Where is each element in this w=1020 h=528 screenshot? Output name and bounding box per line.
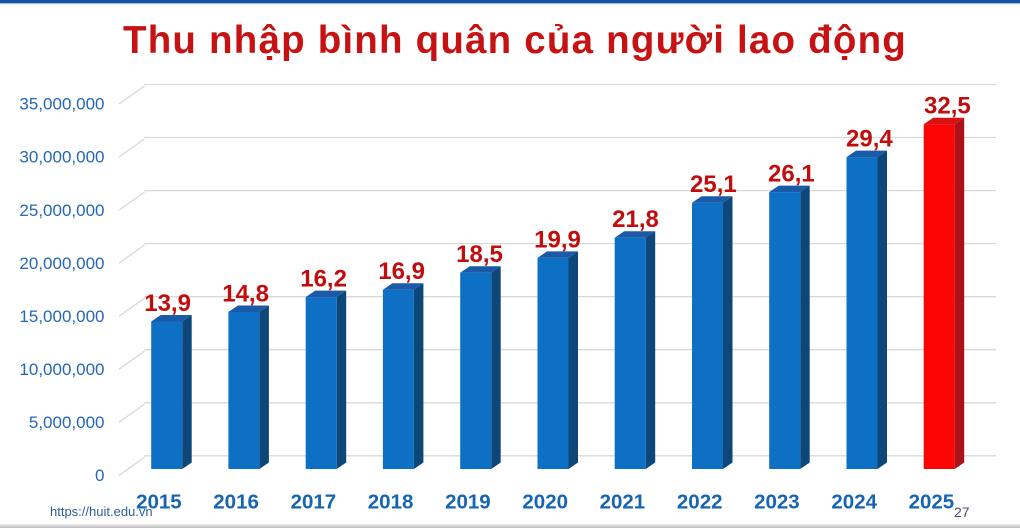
svg-text:16,9: 16,9 [378, 258, 425, 285]
svg-text:29,4: 29,4 [846, 126, 893, 153]
svg-text:18,5: 18,5 [456, 241, 503, 268]
svg-text:19,9: 19,9 [534, 226, 581, 253]
svg-text:2015: 2015 [136, 491, 182, 514]
svg-text:2019: 2019 [445, 491, 491, 514]
svg-text:25,1: 25,1 [690, 171, 737, 198]
svg-text:20,000,000: 20,000,000 [19, 254, 104, 273]
svg-text:10,000,000: 10,000,000 [19, 360, 104, 379]
svg-text:35,000,000: 35,000,000 [19, 95, 104, 114]
svg-text:14,8: 14,8 [222, 281, 269, 308]
svg-text:13,9: 13,9 [144, 290, 191, 317]
svg-text:2025: 2025 [909, 491, 955, 514]
svg-text:15,000,000: 15,000,000 [19, 307, 104, 326]
svg-text:30,000,000: 30,000,000 [19, 148, 104, 167]
svg-text:2018: 2018 [368, 491, 414, 514]
svg-text:32,5: 32,5 [924, 93, 971, 120]
svg-text:2016: 2016 [213, 491, 259, 514]
svg-text:2024: 2024 [831, 491, 877, 514]
svg-text:2020: 2020 [522, 491, 568, 514]
svg-text:0: 0 [95, 466, 104, 485]
svg-text:2021: 2021 [600, 491, 646, 514]
svg-text:25,000,000: 25,000,000 [19, 201, 104, 220]
svg-text:21,8: 21,8 [612, 206, 659, 233]
svg-text:5,000,000: 5,000,000 [29, 413, 105, 432]
svg-text:2023: 2023 [754, 491, 800, 514]
svg-text:26,1: 26,1 [768, 161, 815, 188]
svg-text:2017: 2017 [291, 491, 337, 514]
svg-text:16,2: 16,2 [300, 266, 347, 293]
svg-text:2022: 2022 [677, 491, 723, 514]
